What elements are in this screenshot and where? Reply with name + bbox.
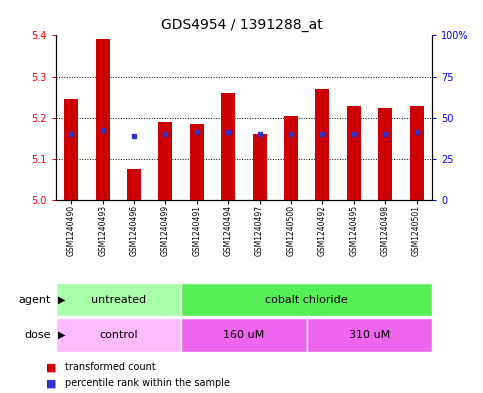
Bar <box>127 169 141 200</box>
Text: GSM1240494: GSM1240494 <box>224 205 233 256</box>
Text: GSM1240492: GSM1240492 <box>318 205 327 256</box>
Text: GSM1240495: GSM1240495 <box>349 205 358 256</box>
Text: ▶: ▶ <box>58 330 66 340</box>
Bar <box>253 134 267 200</box>
Text: GSM1240496: GSM1240496 <box>129 205 139 256</box>
Text: GSM1240500: GSM1240500 <box>286 205 296 256</box>
Bar <box>64 99 78 200</box>
Text: 160 uM: 160 uM <box>223 330 265 340</box>
Text: ■: ■ <box>46 378 60 388</box>
Bar <box>181 318 307 352</box>
Text: 310 uM: 310 uM <box>349 330 390 340</box>
Bar <box>96 40 110 200</box>
Bar <box>190 124 204 200</box>
Text: GSM1240501: GSM1240501 <box>412 205 421 256</box>
Text: GSM1240490: GSM1240490 <box>67 205 76 256</box>
Text: untreated: untreated <box>91 295 146 305</box>
Bar <box>158 122 172 200</box>
Bar <box>307 318 432 352</box>
Bar <box>56 283 181 316</box>
Text: GSM1240499: GSM1240499 <box>161 205 170 256</box>
Bar <box>315 89 329 200</box>
Text: ■: ■ <box>46 362 60 373</box>
Text: cobalt chloride: cobalt chloride <box>265 295 348 305</box>
Text: GSM1240498: GSM1240498 <box>381 205 390 256</box>
Text: dose: dose <box>24 330 51 340</box>
Text: control: control <box>99 330 138 340</box>
Text: GSM1240493: GSM1240493 <box>98 205 107 256</box>
Text: GSM1240497: GSM1240497 <box>255 205 264 256</box>
Text: transformed count: transformed count <box>65 362 156 373</box>
Text: GDS4954 / 1391288_at: GDS4954 / 1391288_at <box>161 18 322 32</box>
Bar <box>410 105 424 200</box>
Bar <box>181 283 432 316</box>
Bar <box>56 318 181 352</box>
Bar <box>221 93 235 200</box>
Text: percentile rank within the sample: percentile rank within the sample <box>65 378 230 388</box>
Text: ▶: ▶ <box>58 295 66 305</box>
Bar <box>284 116 298 200</box>
Bar <box>347 105 361 200</box>
Text: GSM1240491: GSM1240491 <box>192 205 201 256</box>
Bar <box>378 108 392 200</box>
Text: agent: agent <box>18 295 51 305</box>
